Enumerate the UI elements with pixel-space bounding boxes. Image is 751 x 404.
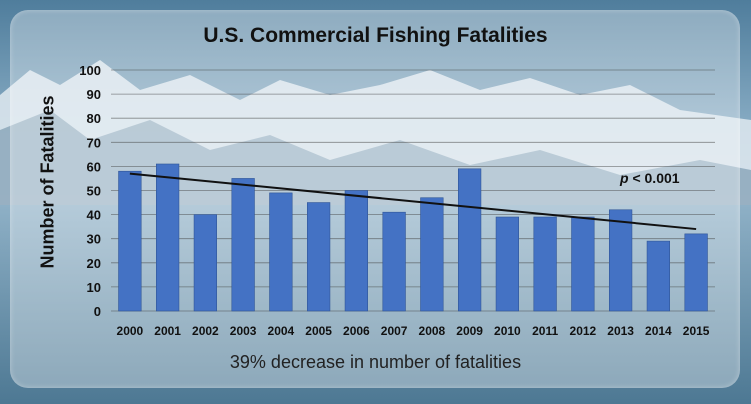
x-tick-label: 2000 [117, 324, 144, 338]
x-tick-label: 2005 [305, 324, 332, 338]
bar [571, 216, 595, 312]
y-tick-label: 30 [87, 232, 101, 247]
y-tick-label: 80 [87, 111, 101, 126]
bar [420, 197, 444, 312]
x-tick-label: 2009 [456, 324, 483, 338]
bar [457, 168, 482, 312]
x-tick-label: 2007 [381, 324, 408, 338]
y-tick-label: 0 [94, 304, 101, 319]
p-value-text: < 0.001 [628, 170, 680, 186]
bar [608, 209, 633, 312]
y-tick-label: 90 [87, 87, 101, 102]
y-tick-label: 40 [87, 208, 101, 223]
bar [231, 178, 255, 312]
chart-title: U.S. Commercial Fishing Fatalities [203, 24, 548, 47]
y-tick-label: 20 [87, 256, 101, 271]
y-tick-label: 60 [87, 159, 101, 174]
x-tick-label: 2001 [154, 324, 181, 338]
x-tick-label: 2014 [645, 324, 672, 338]
x-tick-label: 2003 [230, 324, 257, 338]
mountain-shadow [0, 110, 751, 210]
bar [193, 214, 218, 312]
y-tick-label: 100 [79, 63, 101, 78]
x-tick-label: 2004 [268, 324, 295, 338]
y-tick-label: 10 [87, 280, 101, 295]
x-tick-label: 2002 [192, 324, 219, 338]
bar [684, 233, 708, 312]
y-tick-label: 50 [87, 184, 101, 199]
x-tick-label: 2015 [683, 324, 710, 338]
bar [382, 211, 406, 312]
x-tick-label: 2012 [570, 324, 597, 338]
x-tick-label: 2006 [343, 324, 370, 338]
bar [306, 202, 331, 312]
bar [495, 216, 519, 312]
x-tick-label: 2010 [494, 324, 521, 338]
bar [156, 163, 180, 312]
p-value-symbol: p [620, 170, 629, 186]
bar [344, 190, 368, 312]
x-tick-label: 2008 [419, 324, 446, 338]
x-tick-label: 2011 [532, 324, 558, 338]
y-axis-label: Number of Fatalities [37, 95, 58, 269]
y-tick-label: 70 [87, 135, 101, 150]
p-value-annotation: p < 0.001 [620, 170, 680, 186]
bar [646, 240, 670, 312]
x-tick-label: 2013 [607, 324, 634, 338]
bar [269, 192, 293, 312]
bar [533, 216, 557, 312]
bar [118, 170, 142, 312]
chart-caption: 39% decrease in number of fatalities [229, 352, 522, 372]
trendline [129, 172, 697, 231]
